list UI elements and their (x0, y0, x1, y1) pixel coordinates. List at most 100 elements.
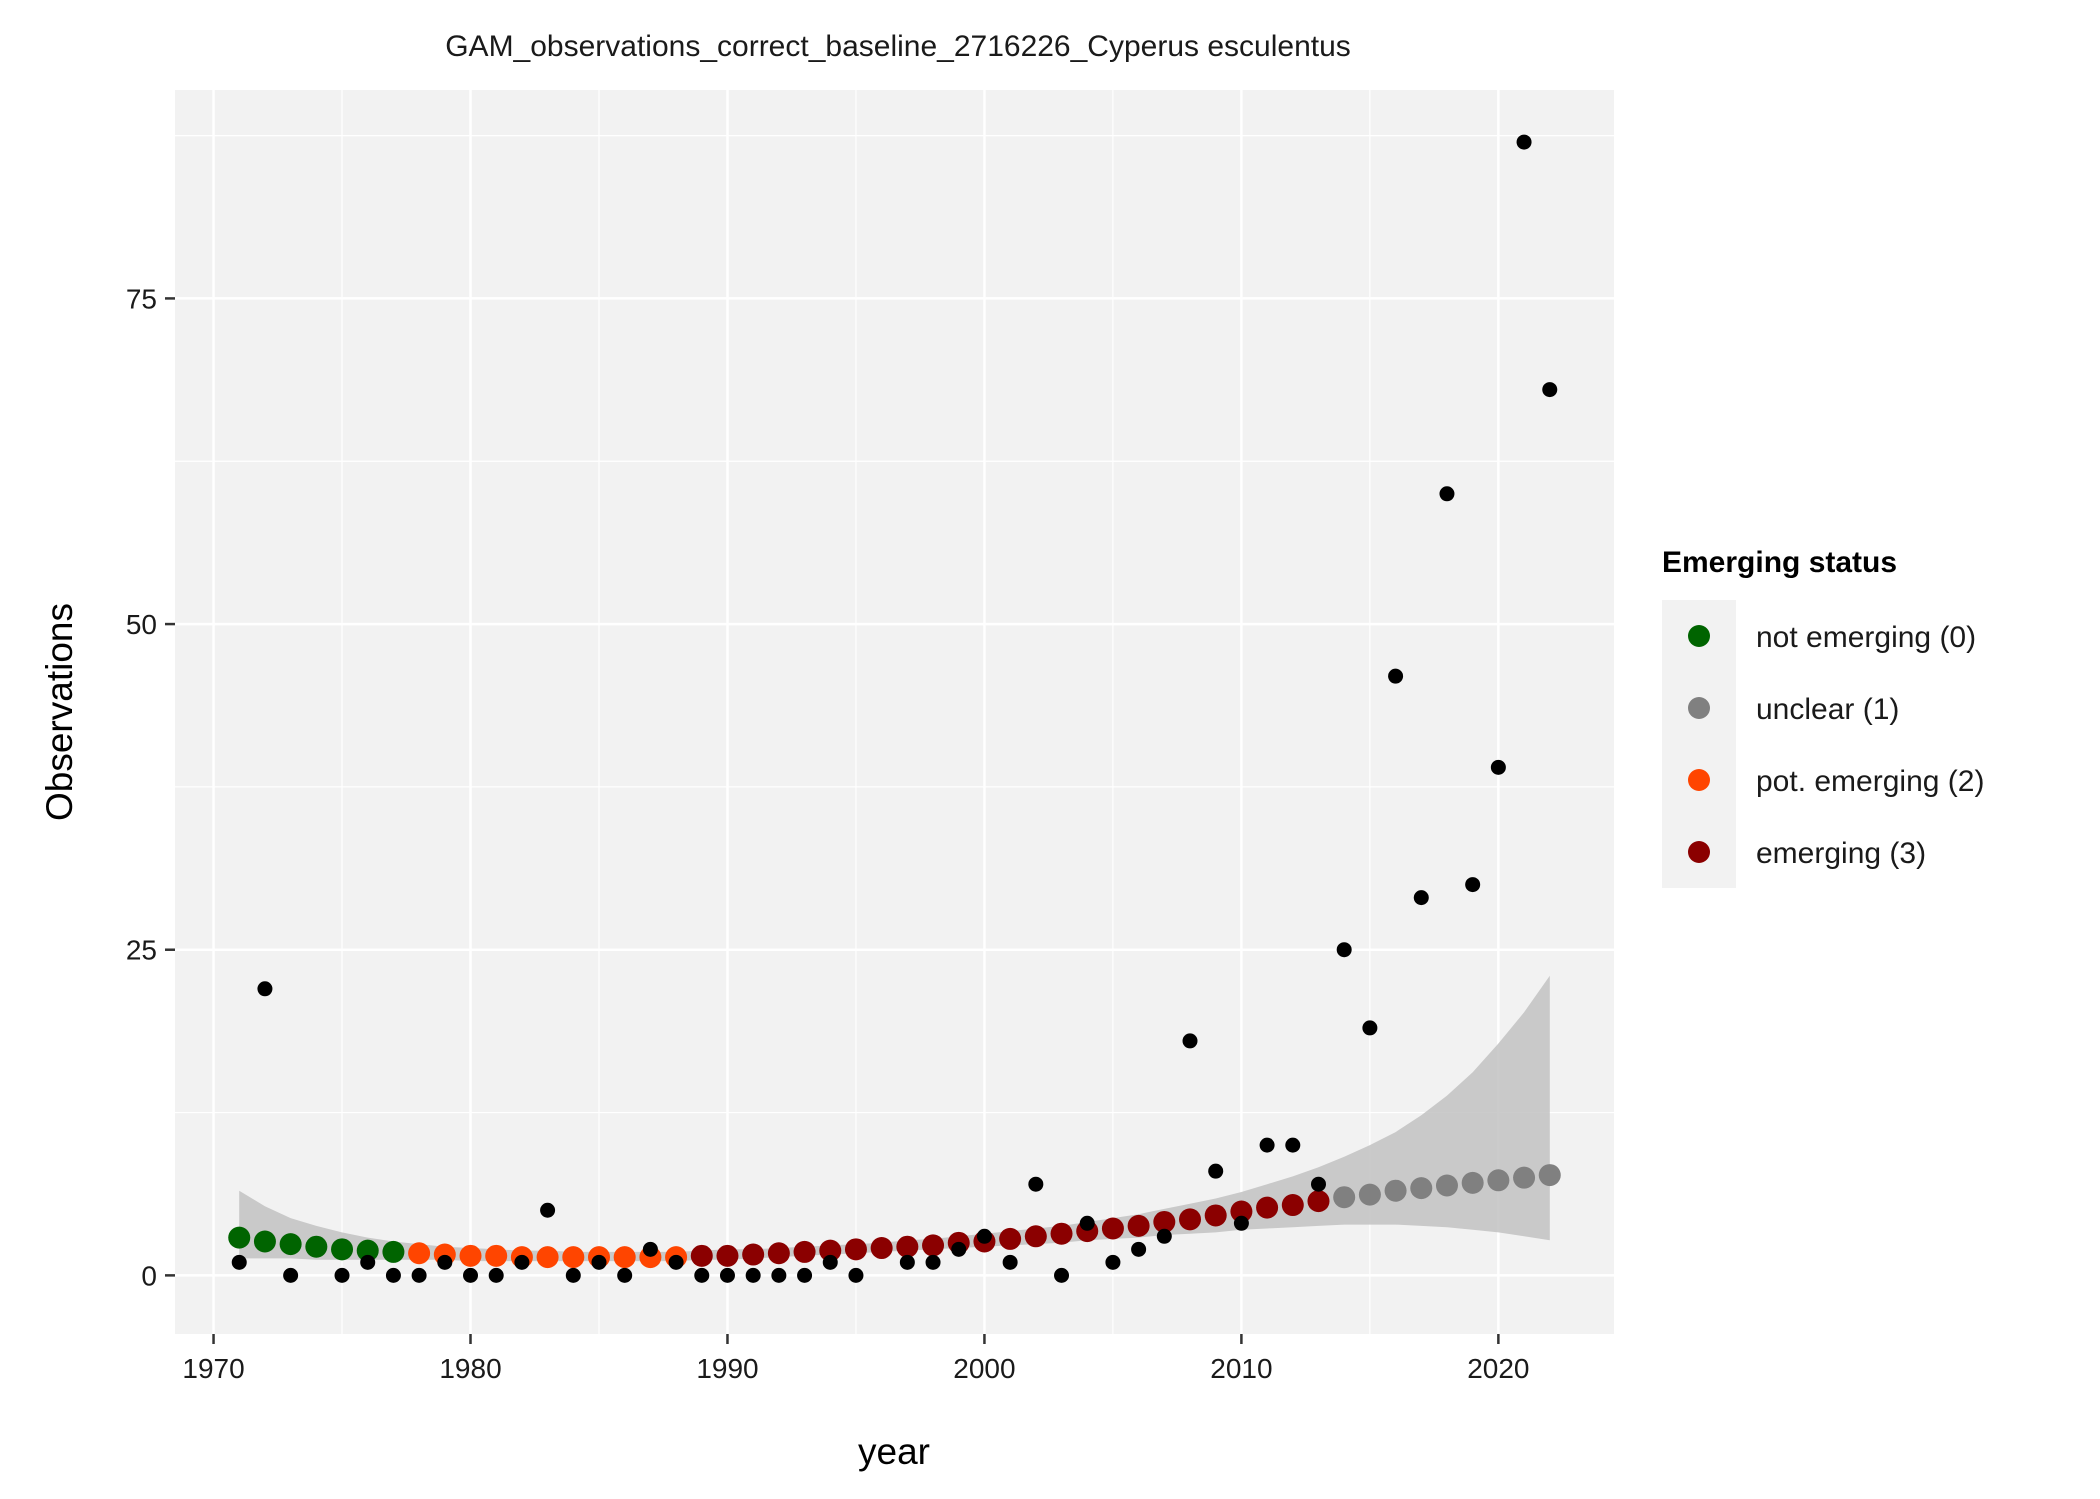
observation-points (231, 134, 1558, 1283)
legend-label: unclear (1) (1756, 693, 1899, 726)
observation-point (1259, 1137, 1275, 1153)
observation-point (951, 1241, 967, 1257)
observation-point (283, 1267, 299, 1283)
x-tick-label: 2020 (1467, 1353, 1529, 1384)
y-tick-label: 25 (126, 935, 157, 966)
gam-fit-point (1281, 1194, 1304, 1217)
gam-fit-point (870, 1237, 893, 1260)
gam-fit-point (1101, 1217, 1124, 1240)
gam-fit-point (1179, 1208, 1202, 1231)
observation-point (1439, 486, 1455, 502)
x-tick-label: 1990 (696, 1353, 758, 1384)
gam-fit-point (279, 1233, 302, 1256)
observation-point (1156, 1228, 1172, 1244)
gam-fit-point (1384, 1179, 1407, 1202)
observation-point (463, 1267, 479, 1283)
observation-point (1490, 759, 1506, 775)
gam-fit-point (1204, 1204, 1227, 1227)
gam-fit-point (1153, 1210, 1176, 1233)
observation-point (822, 1254, 838, 1270)
gam-fit-point (1461, 1171, 1484, 1194)
gam-fit-point (767, 1242, 790, 1265)
gam-fit-point (1487, 1169, 1510, 1192)
observation-point (1028, 1176, 1044, 1192)
observation-point (565, 1267, 581, 1283)
gam-fit-point (896, 1235, 919, 1258)
observation-point (437, 1254, 453, 1270)
gam-fit-point (356, 1239, 379, 1262)
legend-key-background (1662, 600, 1736, 888)
observation-point (668, 1254, 684, 1270)
observation-point (1542, 382, 1558, 398)
gam-fit-point (305, 1235, 328, 1258)
gam-fit-point (922, 1234, 945, 1257)
gam-fit-point (562, 1246, 585, 1269)
observation-point (719, 1267, 735, 1283)
legend-label: pot. emerging (2) (1756, 765, 1984, 798)
observation-point (617, 1267, 633, 1283)
observation-point (514, 1254, 530, 1270)
observation-point (1413, 890, 1429, 906)
observation-point (1182, 1033, 1198, 1049)
gam-fit-point (793, 1240, 816, 1263)
observation-point (257, 981, 273, 997)
gam-fit-point (1538, 1164, 1561, 1187)
gam-fit-point (1333, 1186, 1356, 1209)
gam-fit-point (1256, 1196, 1279, 1219)
observation-point (976, 1228, 992, 1244)
observation-point (771, 1267, 787, 1283)
observation-point (745, 1267, 761, 1283)
gam-fit-point (382, 1240, 405, 1263)
observation-point (848, 1267, 864, 1283)
observation-point (1002, 1254, 1018, 1270)
gam-fit-point (1358, 1183, 1381, 1206)
chart-title: GAM_observations_correct_baseline_271622… (445, 30, 1351, 63)
x-tick-label: 1970 (182, 1353, 244, 1384)
gam-fit-point (253, 1230, 276, 1253)
legend-items: not emerging (0) unclear (1) pot. emerging… (1688, 621, 1984, 870)
observation-point (797, 1267, 813, 1283)
observation-point (1285, 1137, 1301, 1153)
gam-fit-point (331, 1238, 354, 1261)
observation-point (1208, 1163, 1224, 1179)
x-axis: 1970 1980 1990 2000 2010 2020 (182, 1334, 1530, 1384)
x-axis-title: year (858, 1431, 930, 1472)
gam-fit-point (742, 1243, 765, 1266)
observation-point (642, 1241, 658, 1257)
gam-fit-point (613, 1246, 636, 1269)
gam-fit-point (1024, 1225, 1047, 1248)
legend-key (1688, 841, 1710, 863)
legend-key (1688, 769, 1710, 791)
observation-point (488, 1267, 504, 1283)
observation-point (1336, 942, 1352, 958)
gam-fit-point (459, 1244, 482, 1267)
observation-point (925, 1254, 941, 1270)
gam-fit-point (408, 1242, 431, 1265)
gam-fit-point (1410, 1177, 1433, 1200)
observation-point (694, 1267, 710, 1283)
observation-point (1131, 1241, 1147, 1257)
observation-point (1465, 877, 1481, 893)
observation-point (231, 1254, 247, 1270)
gam-fit-point (1307, 1190, 1330, 1213)
y-tick-label: 0 (141, 1260, 157, 1291)
gam-fit-point (690, 1244, 713, 1267)
gam-fit-point (228, 1226, 251, 1249)
gam-fit-point (999, 1227, 1022, 1250)
observation-point (1516, 134, 1532, 150)
x-tick-label: 2010 (1210, 1353, 1272, 1384)
legend: Emerging status not emerging (0) unclear … (1662, 546, 1984, 888)
y-axis-title: Observations (39, 603, 80, 821)
gam-fit-point (844, 1238, 867, 1261)
x-tick-label: 1980 (439, 1353, 501, 1384)
gam-fit-point (716, 1244, 739, 1267)
observation-point (360, 1254, 376, 1270)
x-tick-label: 2000 (953, 1353, 1015, 1384)
observation-point (1054, 1267, 1070, 1283)
gam-fit-point (1050, 1222, 1073, 1245)
legend-label: emerging (3) (1756, 837, 1926, 870)
observation-point (385, 1267, 401, 1283)
observation-point (540, 1202, 556, 1218)
observation-point (1310, 1176, 1326, 1192)
observation-point (1105, 1254, 1121, 1270)
